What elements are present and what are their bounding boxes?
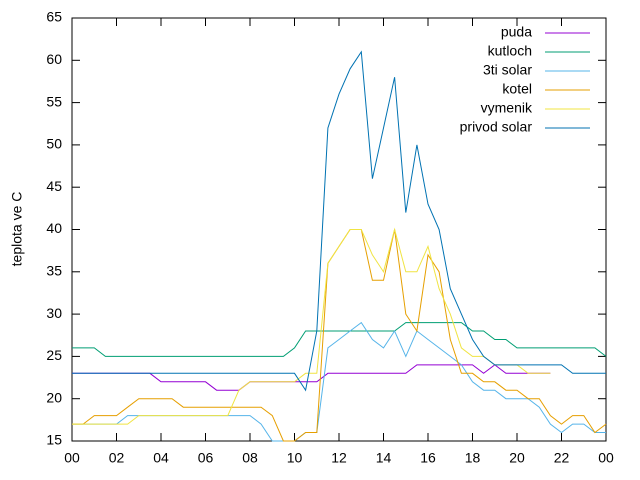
y-tick-label: 40 — [46, 220, 62, 236]
x-tick-label: 18 — [465, 450, 481, 466]
y-tick-label: 30 — [46, 305, 62, 321]
legend-label: 3ti solar — [483, 62, 532, 78]
y-tick-label: 25 — [46, 347, 62, 363]
series-line — [72, 227, 551, 425]
y-tick-label: 15 — [46, 432, 62, 448]
series-line — [72, 364, 551, 391]
x-tick-label: 20 — [509, 450, 525, 466]
y-axis-label: teplota ve C — [9, 192, 25, 267]
series-line — [72, 50, 606, 392]
y-tick-label: 55 — [46, 93, 62, 109]
x-tick-label: 08 — [242, 450, 258, 466]
x-tick-label: 04 — [153, 450, 169, 466]
legend-label: kotel — [502, 81, 532, 97]
legend-label: kutloch — [488, 43, 532, 59]
y-tick-label: 45 — [46, 178, 62, 194]
x-tick-label: 06 — [198, 450, 214, 466]
x-tick-label: 22 — [554, 450, 570, 466]
x-tick-label: 00 — [598, 450, 614, 466]
x-tick-label: 00 — [64, 450, 80, 466]
y-tick-label: 65 — [46, 9, 62, 25]
legend-label: privod solar — [460, 119, 533, 135]
x-tick-label: 10 — [287, 450, 303, 466]
y-tick-label: 35 — [46, 263, 62, 279]
y-tick-label: 50 — [46, 136, 62, 152]
y-tick-label: 20 — [46, 389, 62, 405]
x-tick-label: 02 — [109, 450, 125, 466]
y-tick-label: 60 — [46, 51, 62, 67]
plot-border — [71, 17, 607, 442]
x-tick-label: 16 — [420, 450, 436, 466]
series-line — [72, 322, 607, 357]
legend-label: vymenik — [481, 100, 533, 116]
x-tick-label: 14 — [376, 450, 392, 466]
x-tick-label: 12 — [331, 450, 347, 466]
legend-label: puda — [501, 24, 532, 40]
